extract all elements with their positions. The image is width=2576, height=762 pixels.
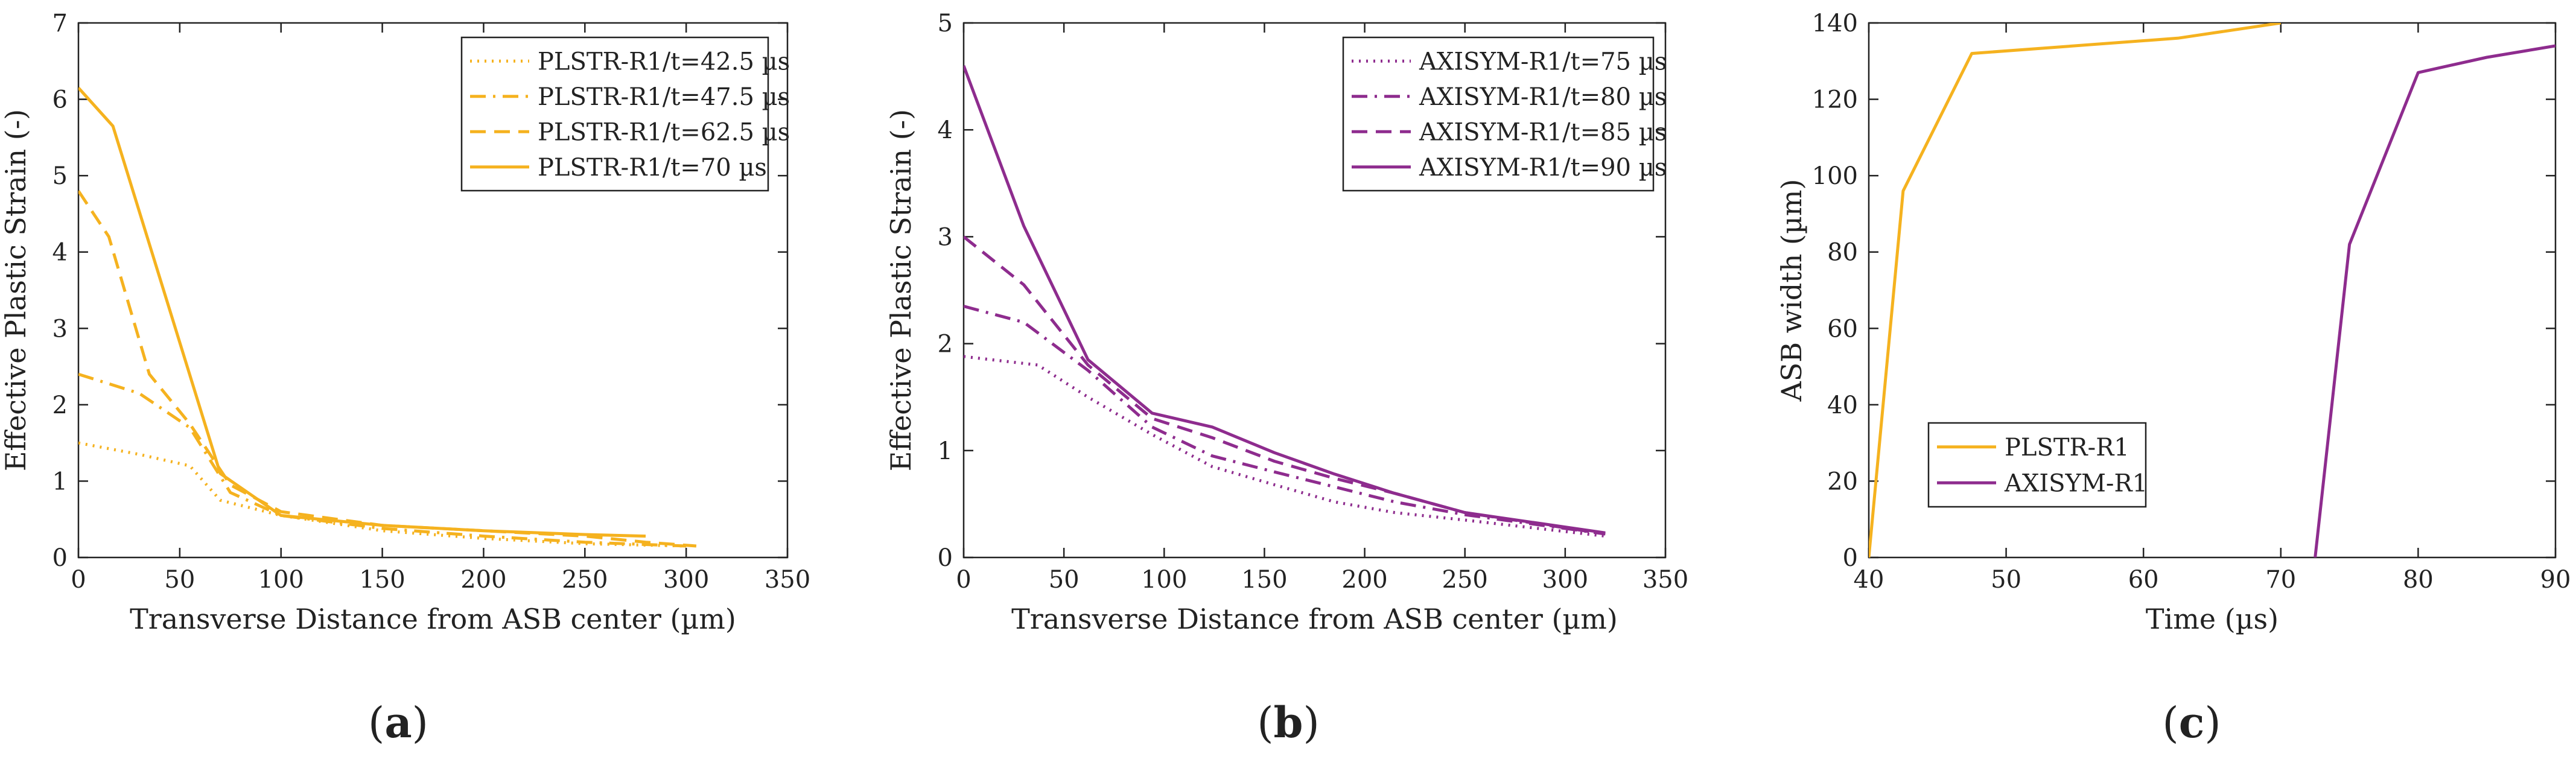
- y-tick-label: 2: [52, 392, 68, 419]
- y-tick-label: 100: [1812, 162, 1858, 190]
- series-line-0: [1869, 23, 2282, 557]
- legend-label-2: AXISYM-R1/t=85 µs: [1419, 118, 1667, 146]
- legend-label-0: PLSTR-R1/t=42.5 µs: [538, 48, 790, 75]
- series-group: [78, 86, 697, 548]
- x-tick-label: 0: [71, 566, 86, 594]
- legend-label-0: AXISYM-R1/t=75 µs: [1419, 48, 1667, 75]
- caption-paren-close: ): [2204, 698, 2221, 748]
- y-tick-label: 5: [52, 162, 68, 190]
- series-group: [1869, 23, 2555, 557]
- series-line-2: [78, 190, 697, 548]
- legend-label-3: PLSTR-R1/t=70 µs: [538, 154, 767, 182]
- x-tick-label: 200: [1341, 566, 1387, 594]
- y-tick-label: 2: [938, 331, 953, 358]
- axes-frame: [1868, 22, 2557, 559]
- legend: PLSTR-R1 AXISYM-R1: [1927, 422, 2148, 508]
- y-tick-label: 120: [1812, 86, 1858, 114]
- x-axis-label: Transverse Distance from ASB center (µm): [1011, 603, 1618, 635]
- x-tick-label: 150: [359, 566, 405, 594]
- x-tick-label: 70: [2265, 566, 2296, 594]
- legend: PLSTR-R1/t=42.5 µs PLSTR-R1/t=47.5 µs PLST…: [460, 36, 790, 192]
- y-tick-label: 140: [1812, 10, 1858, 37]
- y-axis-label: Effective Plastic Strain (-): [0, 109, 32, 471]
- x-tick-label: 100: [258, 566, 304, 594]
- series-line-3: [78, 86, 646, 538]
- caption-letter: a: [384, 697, 412, 748]
- series-line-0: [964, 355, 1606, 538]
- series-group: [964, 65, 1606, 538]
- x-tick-label: 250: [1442, 566, 1488, 594]
- y-tick-label: 4: [52, 239, 68, 267]
- axes-frame: [962, 22, 1667, 559]
- y-tick-label: 3: [938, 223, 953, 251]
- x-tick-label: 50: [1991, 566, 2021, 594]
- legend-label-3: AXISYM-R1/t=90 µs: [1419, 154, 1667, 182]
- x-tick-label: 0: [956, 566, 971, 594]
- y-tick-label: 0: [52, 544, 68, 572]
- y-tick-label: 7: [52, 10, 68, 37]
- x-tick-label: 350: [1643, 566, 1688, 594]
- legend-label-2: PLSTR-R1/t=62.5 µs: [538, 118, 790, 146]
- panel-caption: (a): [368, 697, 428, 748]
- y-tick-label: 4: [938, 116, 953, 144]
- y-tick-label: 0: [1843, 544, 1858, 572]
- y-tick-label: 3: [52, 315, 68, 343]
- series-line-2: [964, 235, 1606, 536]
- x-tick-label: 60: [2128, 566, 2159, 594]
- caption-letter: b: [1274, 697, 1303, 748]
- series-line-1: [2314, 44, 2555, 557]
- caption-paren-close: ): [1303, 698, 1319, 748]
- x-tick-label: 50: [164, 566, 195, 594]
- series-line-0: [78, 441, 687, 548]
- caption-paren-close: ): [412, 698, 428, 748]
- y-tick-label: 0: [938, 544, 953, 572]
- y-tick-label: 80: [1827, 239, 1858, 267]
- x-tick-label: 200: [460, 566, 506, 594]
- x-tick-label: 300: [1542, 566, 1588, 594]
- x-tick-label: 90: [2540, 566, 2571, 594]
- x-tick-label: 250: [562, 566, 608, 594]
- legend-label-1: AXISYM-R1: [2004, 469, 2148, 497]
- x-axis-label: Time (µs): [2146, 603, 2279, 635]
- legend-label-1: AXISYM-R1/t=80 µs: [1419, 83, 1667, 111]
- y-tick-label: 1: [52, 468, 68, 495]
- chart-panel-c: 40 50 60 70 80 90 0 20 40 60 80 100 120 140 Time (µs) A…: [1775, 10, 2571, 748]
- legend-box: [1342, 36, 1655, 192]
- x-tick-label: 150: [1241, 566, 1287, 594]
- y-tick-label: 60: [1827, 315, 1858, 343]
- legend: AXISYM-R1/t=75 µs AXISYM-R1/t=80 µs AXISYM…: [1342, 36, 1667, 192]
- legend-label-1: PLSTR-R1/t=47.5 µs: [538, 83, 790, 111]
- y-tick-label: 5: [938, 10, 953, 37]
- series-line-3: [964, 65, 1606, 535]
- x-tick-label: 50: [1049, 566, 1080, 594]
- x-tick-label: 300: [663, 566, 709, 594]
- caption-paren-open: (: [1257, 698, 1273, 748]
- caption-paren-open: (: [368, 698, 384, 748]
- caption-letter: c: [2179, 697, 2205, 748]
- x-tick-label: 80: [2403, 566, 2434, 594]
- legend-box: [460, 36, 769, 192]
- y-tick-label: 40: [1827, 392, 1858, 419]
- x-axis-label: Transverse Distance from ASB center (µm): [130, 603, 736, 635]
- caption-paren-open: (: [2162, 698, 2178, 748]
- chart-panel-b: 0 50 100 150 200 250 300 350 0 1 2 3 4 5 Transverse Di…: [885, 10, 1688, 748]
- axes-frame: [77, 22, 789, 559]
- series-line-1: [964, 305, 1606, 536]
- legend-box: [1927, 422, 2147, 508]
- y-tick-label: 20: [1827, 468, 1858, 495]
- series-line-1: [78, 372, 687, 548]
- y-axis-label: ASB width (µm): [1775, 179, 1808, 402]
- y-tick-label: 6: [52, 86, 68, 114]
- x-tick-label: 40: [1854, 566, 1884, 594]
- y-axis-label: Effective Plastic Strain (-): [885, 109, 917, 471]
- panel-caption: (b): [1257, 697, 1320, 748]
- panel-caption: (c): [2162, 697, 2221, 748]
- chart-panel-a: 0 50 100 150 200 250 300 350 0 1 2 3 4 5 6 7 Transverse …: [0, 10, 810, 748]
- x-tick-label: 100: [1141, 566, 1187, 594]
- x-tick-label: 350: [765, 566, 810, 594]
- legend-label-0: PLSTR-R1: [2005, 434, 2129, 462]
- y-tick-label: 1: [938, 437, 953, 465]
